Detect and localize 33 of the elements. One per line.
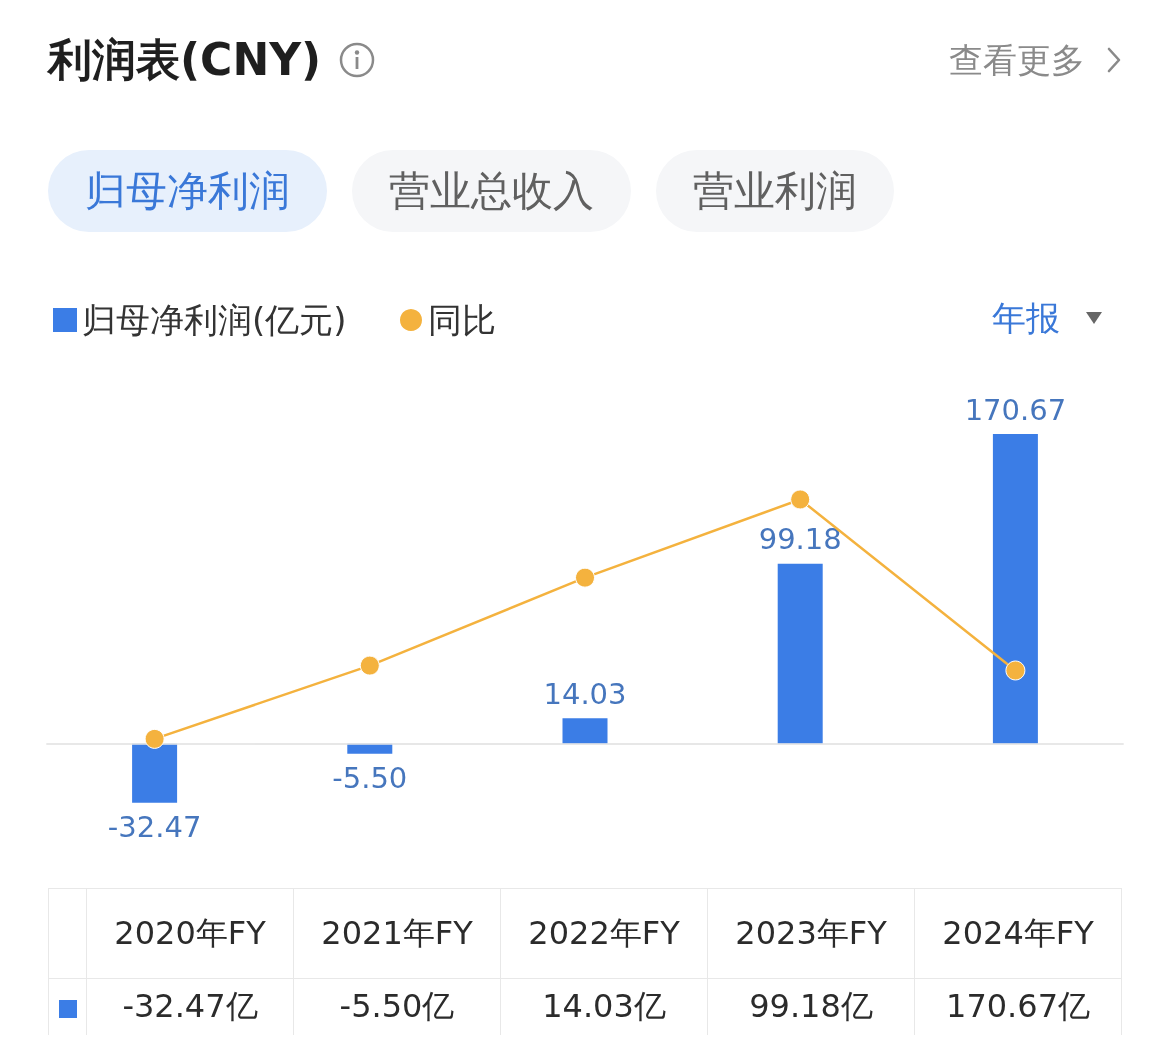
text: 年报	[992, 297, 1060, 340]
chart-title: 利润表(CNY)	[48, 33, 322, 87]
x-tick-label: 2021年FY	[293, 888, 501, 979]
legend-label: 归母净利润(亿元)	[82, 300, 347, 340]
point	[1005, 660, 1026, 681]
text: 170.67亿	[946, 986, 1090, 1025]
bar	[562, 718, 608, 744]
tab: 归母净利润	[48, 150, 327, 232]
bar	[132, 743, 178, 803]
data-label: 170.67	[964, 392, 1067, 427]
data-label: 14.03	[543, 676, 627, 711]
x-tick-label: 2023年FY	[707, 888, 915, 979]
text: -5.50亿	[339, 986, 455, 1025]
point	[790, 489, 811, 510]
bar	[992, 434, 1038, 744]
data-label: -5.50	[332, 761, 408, 796]
text: 14.03亿	[542, 986, 666, 1025]
text: 查看更多	[949, 39, 1085, 82]
point	[575, 567, 595, 588]
data-label: 99.18	[758, 522, 842, 557]
legend-label: 同比	[428, 300, 496, 340]
data-label: -32.47	[107, 810, 202, 845]
point	[359, 655, 380, 676]
text: -32.47亿	[122, 986, 258, 1025]
tab: 营业利润	[656, 150, 894, 232]
tab: 营业总收入	[352, 150, 631, 232]
text: 99.18亿	[749, 986, 873, 1025]
point	[144, 728, 165, 749]
bar	[347, 743, 393, 754]
x-tick-label: 2024年FY	[914, 888, 1122, 979]
bar	[777, 563, 823, 744]
x-tick-label: 2020年FY	[86, 888, 294, 979]
x-tick-label: 2022年FY	[500, 888, 708, 979]
